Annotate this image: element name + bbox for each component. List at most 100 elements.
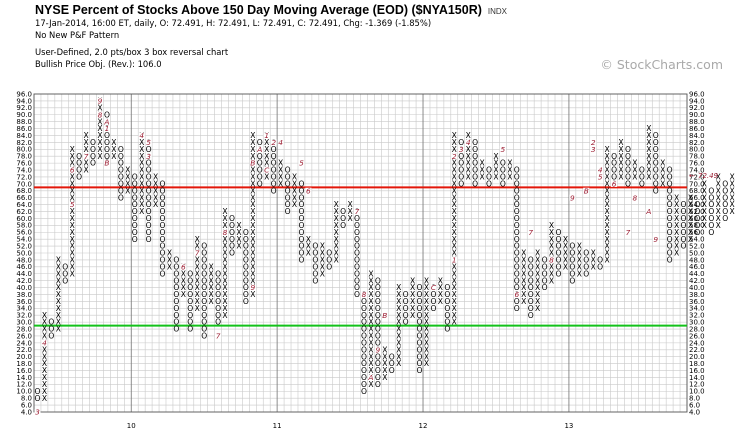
o-box: O (667, 166, 673, 175)
o-box: O (76, 173, 82, 182)
x-box: X (605, 221, 610, 230)
y-tick-label-left: 6.0 (21, 401, 32, 409)
month-mark-bg (590, 146, 597, 153)
x-box: X (222, 249, 227, 258)
y-tick-label-left: 74.0 (16, 166, 32, 174)
o-box: O (458, 138, 464, 147)
x-box: X (382, 352, 387, 361)
x-box: X (577, 249, 582, 258)
month-mark: 9 (653, 235, 658, 244)
x-box: X (320, 242, 325, 251)
x-box: X (716, 193, 721, 202)
o-box: O (375, 325, 381, 334)
o-box: O (132, 173, 138, 182)
o-box: O (271, 159, 277, 168)
o-box: O (160, 228, 166, 237)
y-tick-label-right: 62.0 (689, 208, 705, 216)
o-box: O (271, 152, 277, 161)
month-mark-bg (597, 173, 604, 181)
x-box: X (646, 166, 651, 175)
x-box: X (368, 325, 373, 334)
o-box: O (722, 193, 728, 202)
x-box: X (507, 166, 512, 175)
month-mark-bg (569, 194, 576, 201)
x-box: X (125, 179, 130, 188)
month-mark-bg (96, 111, 104, 118)
x-box: X (153, 173, 158, 182)
o-box: O (514, 276, 520, 285)
o-box: O (625, 159, 631, 168)
x-box: X (292, 179, 297, 188)
o-box: O (243, 242, 249, 251)
o-box: O (62, 262, 68, 271)
x-box: X (264, 145, 269, 154)
x-box: X (452, 166, 457, 175)
o-box: O (514, 256, 520, 265)
x-box: X (702, 193, 707, 202)
o-box: O (146, 207, 152, 216)
o-box: O (257, 138, 263, 147)
o-box: O (514, 207, 520, 216)
x-box: X (97, 131, 102, 140)
o-box: O (173, 325, 179, 334)
o-box: O (528, 283, 534, 292)
x-box: X (466, 131, 471, 140)
y-tick-label-right: 48.0 (689, 256, 705, 264)
x-box: X (688, 214, 693, 223)
y-tick-label-right: 60.0 (689, 215, 705, 223)
x-box: X (222, 283, 227, 292)
o-box: O (458, 166, 464, 175)
month-mark-bg (96, 97, 104, 104)
y-tick-label-left: 14.0 (16, 374, 32, 382)
o-box: O (173, 256, 179, 265)
o-box: O (312, 256, 318, 265)
o-box: O (160, 207, 166, 216)
o-box: O (389, 352, 395, 361)
x-box: X (56, 283, 61, 292)
x-box: X (334, 221, 339, 230)
o-box: O (361, 359, 367, 368)
y-tick-label-left: 82.0 (16, 139, 32, 147)
x-box: X (521, 276, 526, 285)
y-tick-label-left: 56.0 (16, 229, 32, 237)
o-box: O (201, 269, 207, 278)
o-box: O (354, 214, 360, 223)
x-box: X (605, 242, 610, 251)
o-box: O (611, 166, 617, 175)
y-tick-label-left: 42.0 (16, 277, 32, 285)
month-mark: B (104, 159, 109, 168)
x-box: X (278, 173, 283, 182)
x-box: X (139, 207, 144, 216)
o-box: O (340, 207, 346, 216)
o-box: O (667, 179, 673, 188)
o-box: O (160, 262, 166, 271)
x-box: X (535, 304, 540, 313)
o-box: O (146, 173, 152, 182)
o-box: O (173, 262, 179, 271)
last-price-label: 72.49 (698, 172, 719, 180)
o-box: O (173, 276, 179, 285)
o-box: O (201, 283, 207, 292)
o-box: O (375, 338, 381, 347)
x-box: X (688, 193, 693, 202)
o-box: O (229, 214, 235, 223)
x-box: X (716, 173, 721, 182)
o-box: O (653, 145, 659, 154)
o-box: O (146, 228, 152, 237)
month-mark: B (382, 311, 387, 320)
y-tick-label-right: 24.0 (689, 339, 705, 347)
x-box: X (716, 221, 721, 230)
x-box: X (153, 193, 158, 202)
o-box: O (146, 193, 152, 202)
x-box: X (125, 166, 130, 175)
x-box: X (674, 200, 679, 209)
x-box: X (97, 124, 102, 133)
month-mark: 2 (271, 138, 276, 147)
o-box: O (243, 256, 249, 265)
o-box: O (569, 249, 575, 258)
y-tick-label-right: 42.0 (689, 277, 705, 285)
o-box: O (243, 283, 249, 292)
o-box: O (472, 179, 478, 188)
x-box: X (368, 338, 373, 347)
o-box: O (326, 256, 332, 265)
